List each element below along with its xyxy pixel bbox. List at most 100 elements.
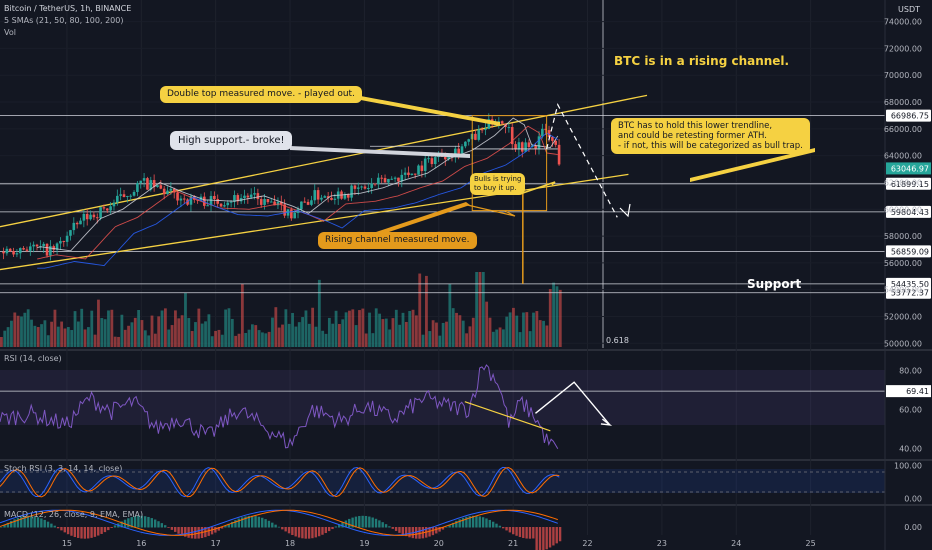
macd-histogram-bar xyxy=(555,527,558,544)
volume-bar xyxy=(230,318,234,347)
rsi-level-label: 69.41 xyxy=(906,387,929,396)
candle-body xyxy=(480,129,484,131)
volume-bar xyxy=(50,321,53,347)
price-level-tag xyxy=(886,245,931,258)
candle-body xyxy=(346,194,350,198)
volume-bar xyxy=(297,322,301,347)
volume-bar xyxy=(364,333,368,347)
candle-body xyxy=(32,244,35,247)
macd-histogram-bar xyxy=(93,527,97,537)
volume-bar xyxy=(281,324,284,347)
volume-bar xyxy=(317,279,321,347)
macd-histogram-bar xyxy=(261,517,264,528)
macd-histogram-bar xyxy=(438,527,441,532)
candle-body xyxy=(233,195,236,202)
macd-histogram-bar xyxy=(384,524,388,528)
macd-histogram-bar xyxy=(217,527,220,531)
fib-label: 0.618 xyxy=(606,336,629,345)
price-tick-label: 54000.00 xyxy=(884,286,922,295)
macd-histogram-bar xyxy=(80,527,83,539)
candle-body xyxy=(99,207,102,219)
macd-histogram-bar xyxy=(230,521,234,528)
candle-body xyxy=(310,200,313,205)
time-tick-label: 19 xyxy=(359,539,369,548)
candle-body xyxy=(500,121,504,124)
time-tick-label: 20 xyxy=(434,539,444,548)
macd-histogram-bar xyxy=(314,527,317,538)
candle-body xyxy=(79,220,82,225)
volume-bar xyxy=(36,327,40,347)
volume-bar xyxy=(60,321,64,347)
candle-body xyxy=(119,194,122,196)
volume-bar xyxy=(522,312,525,347)
volume-bar xyxy=(174,310,177,347)
candle-body xyxy=(280,201,283,205)
candle-body xyxy=(146,178,149,190)
candle-body xyxy=(152,180,156,188)
macd-histogram-bar xyxy=(53,525,56,528)
candle-body xyxy=(433,157,437,165)
candle-body xyxy=(377,177,380,185)
volume-bar xyxy=(197,308,201,347)
volume-bar xyxy=(150,315,154,347)
macd-histogram-bar xyxy=(307,527,311,539)
volume-bar xyxy=(488,317,492,347)
price-level-tag xyxy=(886,109,931,122)
volume-bar xyxy=(140,320,144,347)
price-level-tag xyxy=(886,177,931,190)
high-support-pointer xyxy=(290,146,470,158)
price-level-tag xyxy=(886,205,931,218)
macd-histogram-bar xyxy=(491,521,495,528)
macd-histogram-bar xyxy=(297,527,301,538)
volume-bar xyxy=(455,312,458,347)
candle-body xyxy=(216,199,220,204)
candle-body xyxy=(253,193,256,195)
macd-histogram-bar xyxy=(194,527,197,539)
macd-histogram-bar xyxy=(110,527,113,529)
macd-histogram-bar xyxy=(267,520,271,528)
volume-bar xyxy=(97,299,100,347)
candle-body xyxy=(12,251,15,255)
volume-bar xyxy=(475,272,479,347)
volume-bar xyxy=(525,312,529,347)
candle-body xyxy=(350,185,353,198)
macd-histogram-bar xyxy=(254,516,257,528)
candle-body xyxy=(126,196,129,198)
candle-body xyxy=(541,128,544,137)
candle-body xyxy=(547,130,551,138)
double-top-pointer xyxy=(350,94,500,126)
macd-histogram-bar xyxy=(324,527,328,534)
candle-body xyxy=(42,243,45,247)
candle-body xyxy=(162,188,166,195)
double-top-note: Double top measured move. - played out. xyxy=(160,86,362,103)
macd-histogram-bar xyxy=(170,527,174,530)
volume-bar xyxy=(348,310,351,347)
candle-body xyxy=(256,193,260,200)
macd-histogram-bar xyxy=(515,527,518,536)
stoch-line xyxy=(0,466,560,498)
candle-body xyxy=(52,246,56,250)
macd-histogram-bar xyxy=(180,527,184,536)
macd-histogram-bar xyxy=(528,527,532,539)
macd-histogram-bar xyxy=(83,527,87,539)
macd-histogram-bar xyxy=(414,527,418,539)
candle-body xyxy=(387,178,390,183)
volume-bar xyxy=(23,312,27,347)
price-tick-label: 66000.00 xyxy=(884,125,922,134)
candle-body xyxy=(55,243,59,250)
candle-body xyxy=(105,208,109,211)
rising-channel-headline: BTC is in a rising channel. xyxy=(614,54,790,68)
macd-histogram-bar xyxy=(518,527,522,538)
candle-body xyxy=(300,201,303,210)
volume-bar xyxy=(277,327,281,347)
volume-bar xyxy=(532,312,535,347)
candle-body xyxy=(176,192,179,201)
macd-histogram-bar xyxy=(157,521,160,528)
volume-bar xyxy=(187,318,191,347)
candle-body xyxy=(293,212,296,219)
volume-bar xyxy=(237,333,241,347)
price-tick-label: 68000.00 xyxy=(884,98,922,107)
volume-bar xyxy=(194,322,197,347)
volume-bar xyxy=(398,324,402,347)
